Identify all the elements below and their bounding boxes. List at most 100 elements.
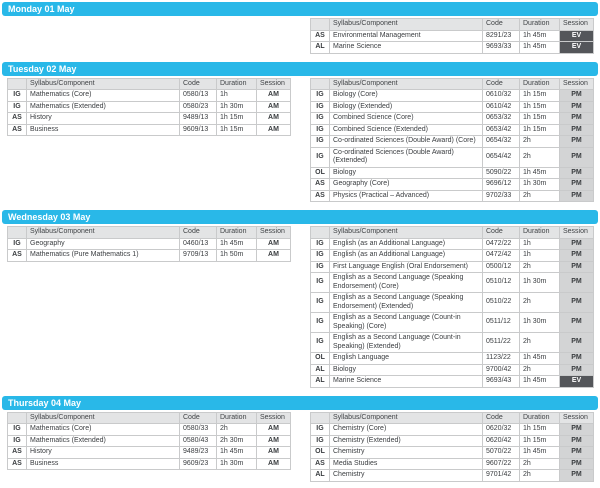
qualification-cell: IG: [310, 123, 330, 136]
exam-table: Syllabus/Component Code Duration Session AS E…: [310, 18, 594, 54]
session-badge: AM: [256, 123, 291, 136]
qualification-cell: IG: [7, 434, 27, 447]
exam-row: AL Chemistry 9701/42 2h PM: [310, 469, 594, 482]
syllabus-cell: Biology: [329, 363, 483, 376]
qualification-cell: IG: [7, 89, 27, 102]
qualification-cell: IG: [310, 260, 330, 273]
code-cell: 0580/23: [179, 100, 217, 113]
day-section: Wednesday 03 May Syllabus/Component Code Du…: [2, 210, 598, 394]
duration-cell: 2h: [519, 332, 560, 353]
column-header-session: Session: [256, 77, 291, 90]
syllabus-cell: Biology: [329, 166, 483, 179]
exam-table: Syllabus/Component Code Duration Session IG B…: [310, 77, 594, 202]
duration-cell: 2h: [519, 363, 560, 376]
session-badge: PM: [559, 423, 594, 436]
right-table-area: Syllabus/Component Code Duration Session IG C…: [310, 411, 594, 482]
column-header-qualification: [7, 411, 27, 424]
qualification-cell: IG: [310, 312, 330, 333]
session-badge: PM: [559, 272, 594, 293]
session-badge: PM: [559, 260, 594, 273]
day-header: Wednesday 03 May: [2, 210, 598, 224]
exam-row: IG Combined Science (Extended) 0653/42 1h 1…: [310, 123, 594, 136]
duration-cell: 1h 15m: [519, 100, 560, 113]
duration-cell: 1h 15m: [519, 123, 560, 136]
left-table-area: Syllabus/Component Code Duration Session IG M…: [7, 411, 291, 482]
duration-cell: 2h: [519, 135, 560, 148]
exam-row: IG English as a Second Language (Count-in…: [310, 312, 594, 333]
exam-table: Syllabus/Component Code Duration Session IG M…: [7, 77, 291, 136]
exam-row: AS Media Studies 9607/22 2h PM: [310, 457, 594, 470]
column-header-code: Code: [482, 226, 520, 239]
column-header-duration: Duration: [519, 77, 560, 90]
column-header-qualification: [310, 18, 330, 31]
left-table-area: [7, 18, 290, 54]
session-badge: PM: [559, 292, 594, 313]
code-cell: 8291/23: [482, 29, 520, 42]
exam-row: IG English (as an Additional Language) 047…: [310, 237, 594, 250]
session-badge: PM: [559, 100, 594, 113]
qualification-cell: IG: [7, 423, 27, 436]
qualification-cell: IG: [310, 89, 330, 102]
syllabus-cell: English as a Second Language (Count-in S…: [329, 332, 483, 353]
qualification-cell: IG: [310, 237, 330, 250]
exam-row: IG Chemistry (Extended) 0620/42 1h 15m PM: [310, 434, 594, 447]
exam-row: OL English Language 1123/22 1h 45m PM: [310, 352, 594, 365]
column-header-duration: Duration: [216, 226, 257, 239]
syllabus-cell: Media Studies: [329, 457, 483, 470]
day-section: Thursday 04 May Syllabus/Component Code Dur…: [2, 395, 598, 488]
qualification-cell: IG: [310, 434, 330, 447]
column-header-code: Code: [179, 77, 217, 90]
duration-cell: 1h 15m: [519, 434, 560, 447]
column-header-qualification: [310, 411, 330, 424]
exam-row: IG Co-ordinated Sciences (Double Award) (…: [310, 146, 594, 168]
duration-cell: 1h 15m: [519, 112, 560, 125]
exam-row: IG Biology (Core) 0610/32 1h 15m PM: [310, 89, 594, 102]
duration-cell: 1h 45m: [519, 375, 560, 388]
column-header-session: Session: [559, 226, 594, 239]
column-header-session: Session: [559, 411, 594, 424]
exam-row: IG English as a Second Language (Speaking…: [310, 292, 594, 313]
syllabus-cell: Mathematics (Extended): [26, 434, 180, 447]
qualification-cell: AL: [310, 375, 330, 388]
code-cell: 9702/33: [482, 189, 520, 202]
code-cell: 0510/22: [482, 292, 520, 313]
exam-row: AL Marine Science 9693/43 1h 45m EV: [310, 375, 594, 388]
session-badge: PM: [559, 352, 594, 365]
exam-row: AS Geography (Core) 9696/12 1h 30m PM: [310, 178, 594, 191]
session-badge: PM: [559, 135, 594, 148]
table-header-row: Syllabus/Component Code Duration Session: [310, 411, 594, 424]
left-table-area: Syllabus/Component Code Duration Session IG M…: [7, 77, 291, 203]
code-cell: 0472/22: [482, 237, 520, 250]
exam-row: IG Biology (Extended) 0610/42 1h 15m PM: [310, 100, 594, 113]
duration-cell: 1h: [519, 237, 560, 250]
syllabus-cell: History: [26, 446, 180, 459]
day-header: Monday 01 May: [2, 2, 598, 16]
syllabus-cell: Environmental Management: [329, 29, 483, 42]
column-header-duration: Duration: [216, 411, 257, 424]
duration-cell: 1h: [216, 89, 257, 102]
qualification-cell: IG: [310, 292, 330, 313]
code-cell: 0472/42: [482, 249, 520, 262]
syllabus-cell: English as a Second Language (Count-in S…: [329, 312, 483, 333]
exam-row: IG Mathematics (Extended) 0580/43 2h 30m AM: [7, 434, 291, 447]
qualification-cell: IG: [310, 423, 330, 436]
code-cell: 9709/13: [179, 249, 217, 262]
qualification-cell: IG: [310, 146, 330, 168]
exam-table: Syllabus/Component Code Duration Session IG G…: [7, 226, 291, 262]
syllabus-cell: Chemistry (Core): [329, 423, 483, 436]
table-header-row: Syllabus/Component Code Duration Session: [7, 77, 291, 90]
qualification-cell: AL: [310, 363, 330, 376]
session-badge: PM: [559, 469, 594, 482]
column-header-syllabus: Syllabus/Component: [26, 77, 180, 90]
duration-cell: 1h 30m: [519, 312, 560, 333]
exam-row: AS Physics (Practical – Advanced) 9702/33 2…: [310, 189, 594, 202]
session-badge: PM: [559, 178, 594, 191]
session-badge: PM: [559, 237, 594, 250]
code-cell: 9609/13: [179, 123, 217, 136]
session-badge: PM: [559, 123, 594, 136]
tables-row: Syllabus/Component Code Duration Session IG M…: [2, 410, 598, 488]
column-header-code: Code: [179, 226, 217, 239]
column-header-syllabus: Syllabus/Component: [26, 226, 180, 239]
session-badge: AM: [256, 249, 291, 262]
session-badge: PM: [559, 146, 594, 168]
